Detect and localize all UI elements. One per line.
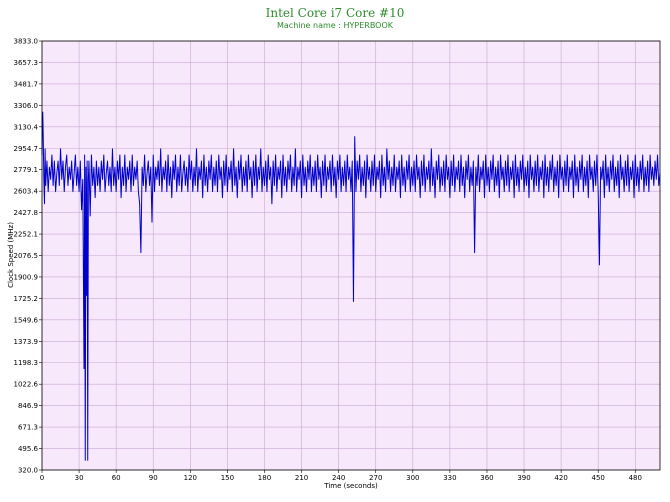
series-layer bbox=[41, 111, 661, 461]
chart-subtitle: Machine name : HYPERBOOK bbox=[277, 21, 394, 30]
y-axis-label: Clock Speed (MHz) bbox=[7, 222, 15, 288]
y-tick-label: 3306.0 bbox=[14, 102, 39, 110]
x-axis-label: Time (seconds) bbox=[323, 482, 378, 490]
x-tick-label: 210 bbox=[295, 474, 308, 482]
x-tick-label: 480 bbox=[629, 474, 642, 482]
x-tick-label: 90 bbox=[149, 474, 158, 482]
y-tick-label: 1725.2 bbox=[14, 295, 39, 303]
y-tick-label: 1373.9 bbox=[14, 338, 39, 346]
x-tick-label: 120 bbox=[184, 474, 197, 482]
y-tick-label: 3481.7 bbox=[14, 80, 39, 88]
y-tick-label: 495.6 bbox=[18, 445, 39, 453]
chart-title: Intel Core i7 Core #10 bbox=[266, 6, 405, 20]
x-tick-label: 270 bbox=[369, 474, 382, 482]
y-tick-label: 1549.6 bbox=[14, 316, 39, 324]
y-tick-label: 2954.7 bbox=[14, 145, 39, 153]
x-tick-label: 240 bbox=[332, 474, 345, 482]
x-tick-label: 300 bbox=[406, 474, 419, 482]
y-tick-label: 320.0 bbox=[18, 467, 38, 475]
x-tick-label: 450 bbox=[592, 474, 605, 482]
y-tick-label: 846.9 bbox=[18, 402, 38, 410]
y-tick-label: 2603.4 bbox=[14, 188, 39, 196]
y-tick-label: 1198.3 bbox=[14, 359, 39, 367]
y-axis-ticks: 320.0 495.6 671.3 846.9 1022.6 1198.3 1373.9 15… bbox=[14, 38, 42, 475]
y-tick-label: 2252.1 bbox=[14, 231, 39, 239]
x-tick-label: 180 bbox=[258, 474, 271, 482]
y-tick-label: 1900.9 bbox=[14, 273, 39, 281]
y-tick-label: 3130.4 bbox=[14, 123, 39, 131]
y-tick-label: 3657.3 bbox=[14, 59, 39, 67]
x-tick-label: 390 bbox=[517, 474, 530, 482]
gridlines bbox=[41, 40, 660, 471]
y-tick-label: 3833.0 bbox=[14, 38, 39, 46]
series-line bbox=[41, 111, 661, 461]
y-tick-label: 2427.8 bbox=[14, 209, 39, 217]
x-tick-label: 420 bbox=[554, 474, 567, 482]
x-tick-label: 150 bbox=[221, 474, 234, 482]
y-tick-label: 2076.5 bbox=[14, 252, 39, 260]
y-tick-label: 2779.1 bbox=[14, 166, 39, 174]
x-tick-label: 0 bbox=[40, 474, 44, 482]
x-tick-label: 330 bbox=[443, 474, 456, 482]
y-tick-label: 1022.6 bbox=[14, 381, 39, 389]
x-axis-ticks: 0 30 60 90 120 150 180 210 240 270 300 330 360 390 420… bbox=[40, 470, 642, 482]
y-tick-label: 671.3 bbox=[18, 424, 38, 432]
x-tick-label: 360 bbox=[480, 474, 493, 482]
x-tick-label: 60 bbox=[112, 474, 121, 482]
x-tick-label: 30 bbox=[75, 474, 84, 482]
